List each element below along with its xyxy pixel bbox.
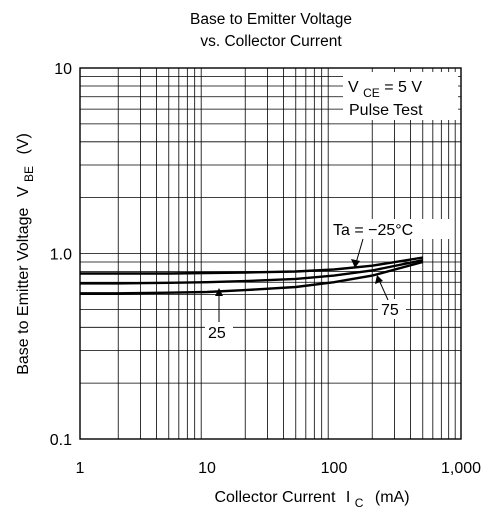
x-axis-label-symbol: I [346,489,350,506]
series-label-25: 25 [208,325,226,342]
leader-ta [355,238,364,264]
x-tick-labels: 1 10 100 1,000 [76,460,482,477]
y-axis-label: Base to Emitter Voltage V BE (V) [15,133,37,375]
condition-pulse-test: Pulse Test [349,102,423,119]
x-tick-label: 1,000 [441,460,481,477]
x-tick-label: 1 [76,460,85,477]
series-line-1 [80,259,424,285]
condition-vce-symbol: V [348,79,359,96]
series-line-0 [80,256,423,275]
y-tick-labels: 0.1 1.0 10 [50,61,72,449]
y-axis-label-symbol: V [15,186,32,197]
series-curves [80,256,424,295]
x-axis-label-text: Collector Current [214,489,335,506]
y-tick-label: 1.0 [50,247,72,264]
y-tick-label: 0.1 [50,432,72,449]
x-axis-label-subscript: C [355,496,364,510]
condition-box [343,72,458,120]
x-axis-label: Collector Current I C (mA) [214,489,409,511]
grid [80,68,461,439]
chart-title-line2: vs. Collector Current [200,33,342,50]
series-label-bg-75 [378,299,406,319]
condition-vce-subscript: CE [363,86,380,100]
series-label-bg-ta [330,219,454,239]
chart-title-line1: Base to Emitter Voltage [190,11,352,28]
y-tick-label: 10 [54,61,72,78]
series-label-75: 75 [381,302,399,319]
leader-75-arrow [375,275,383,284]
series-label-bg-25 [205,322,233,342]
leader-ta-arrow [351,259,360,268]
leader-25-arrow [215,288,223,296]
y-axis-label-unit: (V) [15,133,32,154]
series-line-2 [80,260,424,295]
y-axis-label-subscript: BE [22,166,36,182]
x-tick-label: 100 [321,460,348,477]
condition-vce: V CE = 5 V [348,79,422,101]
leader-75 [378,279,389,301]
x-tick-label: 10 [198,460,216,477]
series-label-ta-25c: Ta = −25°C [333,222,413,239]
label-leaders [215,238,389,322]
plot-frame [79,67,462,440]
condition-vce-value: = 5 V [384,79,422,96]
y-axis-label-text: Base to Emitter Voltage [15,207,32,374]
x-axis-label-unit: (mA) [375,489,410,506]
